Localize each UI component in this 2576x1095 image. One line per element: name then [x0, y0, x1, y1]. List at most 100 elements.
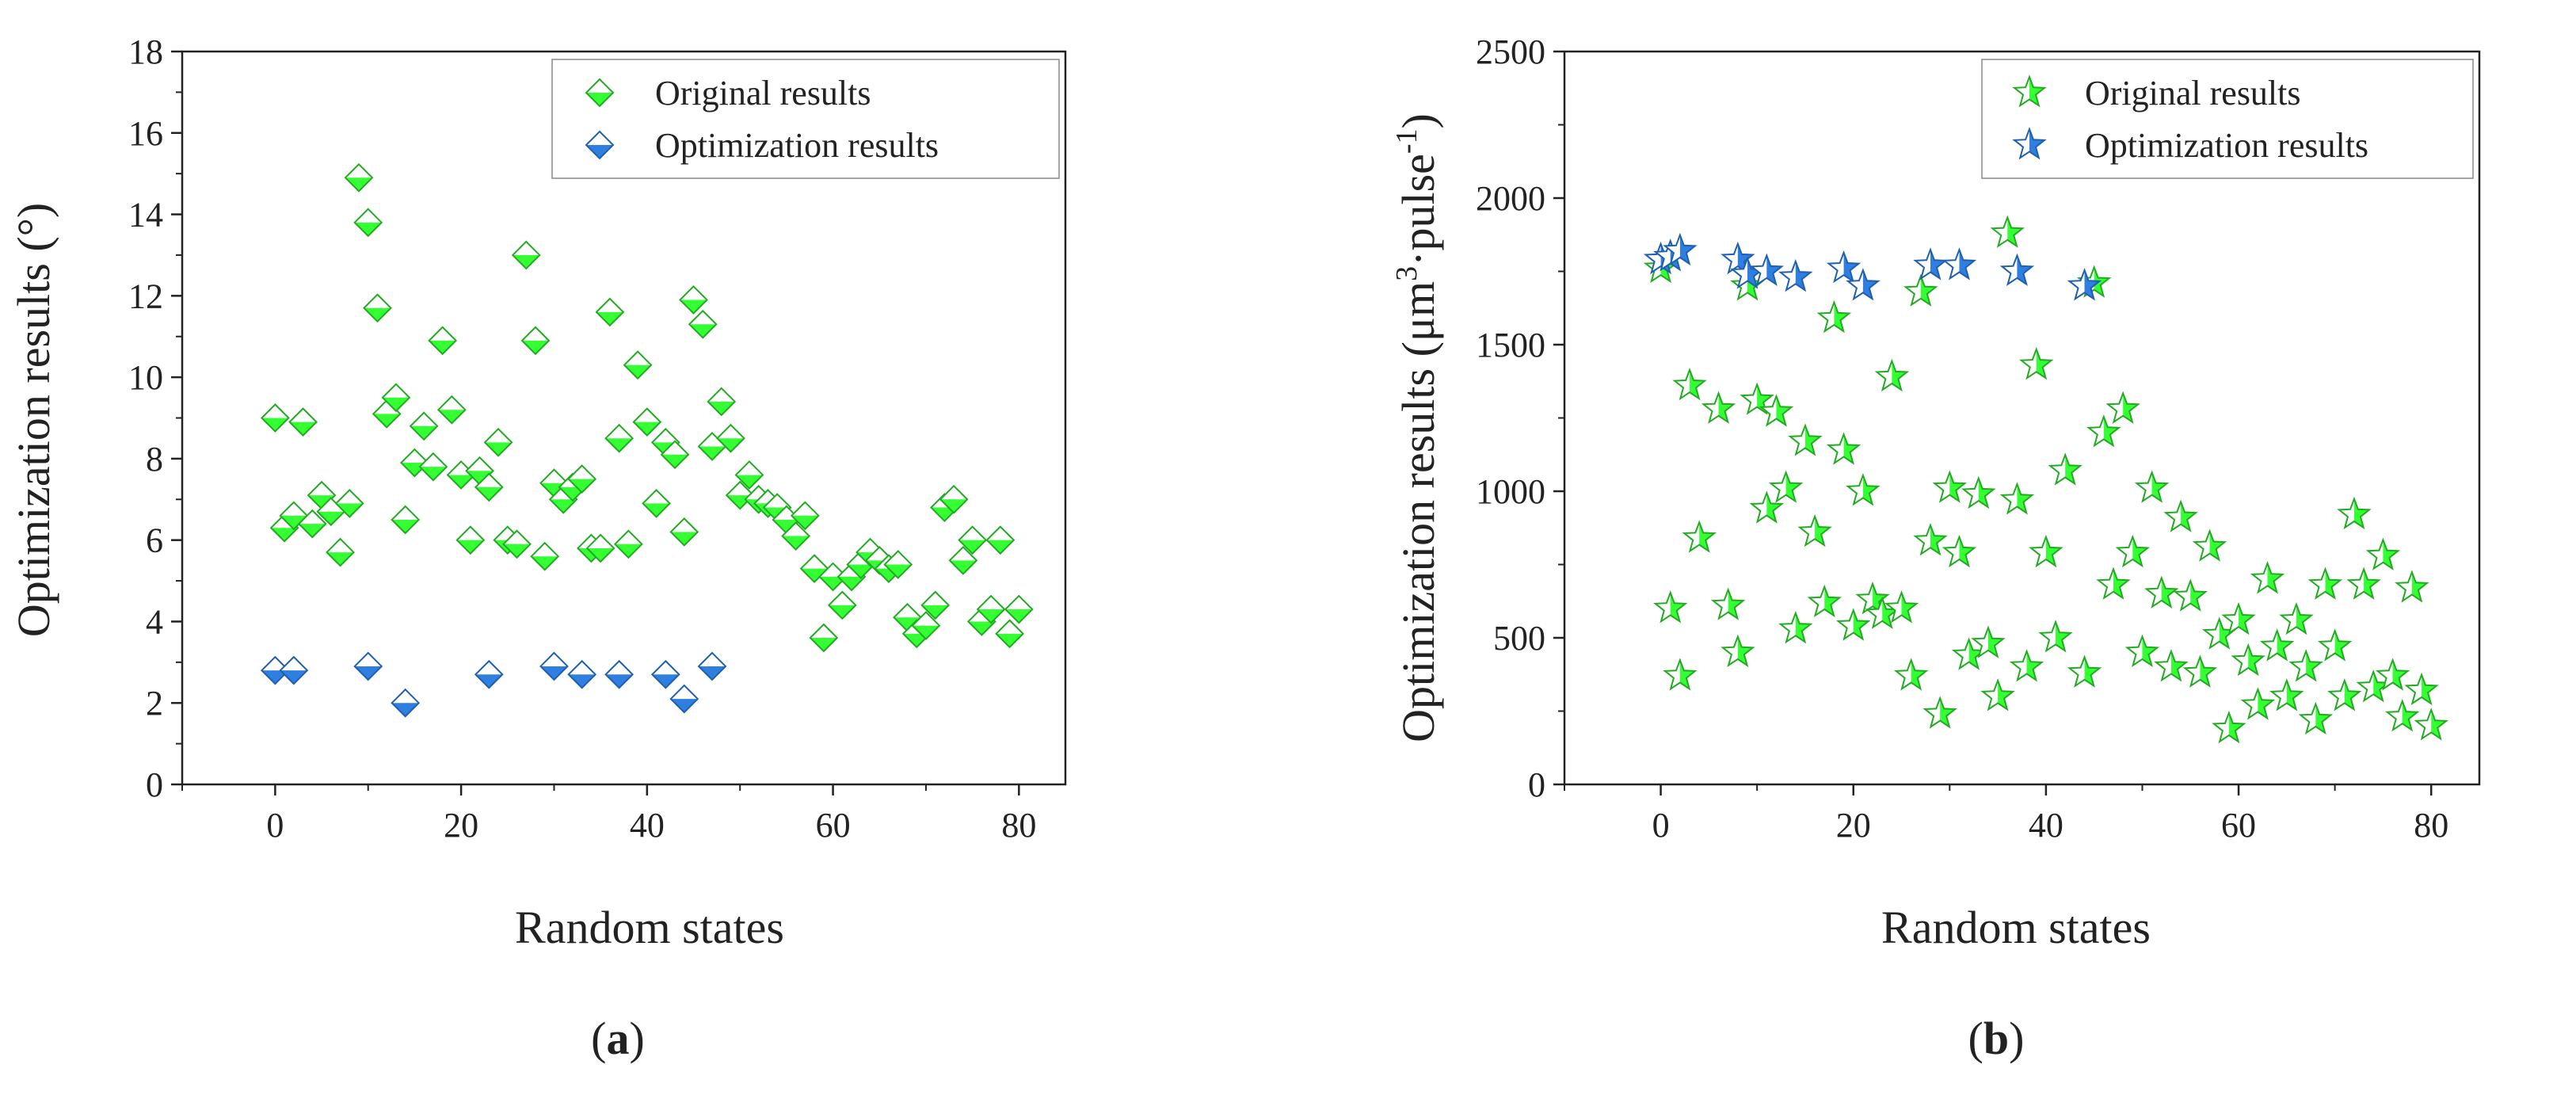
panel-b-original-point — [1788, 423, 1823, 456]
panel-a-original-point — [520, 326, 551, 356]
panel-b-optimization-point — [1663, 232, 1698, 266]
panel-a-original-point — [326, 537, 355, 567]
panel-b-original-point — [2279, 601, 2314, 635]
panel-b-original-point — [1768, 470, 1804, 503]
panel-a-x-tick-label: 20 — [444, 806, 478, 845]
panel-b-original-point — [1759, 394, 1794, 427]
panel-a-data-marks — [260, 162, 1034, 718]
panel-b-y-tick-label: 2000 — [1476, 179, 1545, 218]
panel-a-original-point — [688, 309, 718, 339]
panel-a-original-point — [809, 623, 839, 653]
panel-a-y-tick-label: 14 — [128, 196, 163, 235]
panel-b-legend-box — [1981, 59, 2474, 179]
panel-b-y-tick-label: 0 — [1528, 765, 1545, 804]
panel-a-axes: 0 20 40 60 80 0 2 4 6 8 10 12 14 16 18 — [128, 32, 1067, 845]
panel-b-original-point — [1999, 482, 2035, 515]
panel-b-axes: 0 20 40 60 80 0 500 1000 1500 2000 2500 — [1476, 32, 2481, 845]
panel-a-original-point — [530, 541, 560, 571]
panel-b-original-point — [2048, 452, 2083, 486]
panel-a-original-point — [455, 525, 486, 555]
panel-b-original-point — [2346, 567, 2381, 600]
panel-b-original-point — [2134, 470, 2170, 503]
panel-b-original-point — [2259, 628, 2295, 662]
panel-b-original-point — [2182, 654, 2218, 688]
panel-a-legend: Original results Optimization results — [551, 59, 1060, 179]
panel-a-original-point — [985, 525, 1016, 555]
panel-a-legend-box — [551, 59, 1060, 179]
panel-a-optimization-point — [474, 659, 504, 689]
panel-b-original-point — [2019, 347, 2054, 380]
panel-b-original-point — [1980, 678, 2015, 712]
panel-a-original-point — [567, 464, 597, 494]
panel-a-legend-marker — [585, 78, 615, 108]
panel-a-original-point — [995, 619, 1024, 649]
panel-b-original-point — [1855, 582, 1890, 615]
panel-b-original-point — [2317, 628, 2353, 662]
panel-b-original-point — [1971, 625, 2006, 658]
panel-b-original-point — [1807, 584, 1842, 618]
panel-b-original-point — [1653, 590, 1688, 624]
panel-a-original-point — [436, 395, 467, 425]
panel-b-original-point — [2144, 575, 2179, 609]
panel-b-optimization-point — [1749, 253, 1785, 286]
panel-b-original-point — [2375, 658, 2410, 691]
panel-a-y-tick-label: 2 — [146, 684, 163, 723]
panel-a-original-point — [958, 525, 988, 555]
panel-a-y-tick-label: 10 — [128, 358, 163, 397]
panel-b-original-point — [2288, 649, 2323, 682]
panel-b-optimization-point — [1826, 250, 1862, 284]
panel-b-original-point — [2212, 710, 2246, 744]
panel-a-optimization-point — [567, 659, 597, 689]
panel-a-original-point — [604, 423, 634, 453]
panel-a-original-point — [920, 590, 951, 620]
panel-b-optimization-point — [1778, 259, 1813, 292]
panel-b-original-point — [1740, 382, 1774, 415]
panel-a-original-point — [260, 403, 290, 433]
panel-a-y-tick-label: 6 — [146, 521, 163, 560]
panel-a-original-point — [707, 387, 737, 417]
panel-b-original-point — [2298, 701, 2334, 735]
panel-b-original-point — [2404, 672, 2439, 706]
panel-a-original-point — [669, 517, 699, 547]
panel-b-optimization-point — [1721, 241, 1755, 275]
panel-a-original-point — [483, 427, 513, 457]
panel-b-original-point — [2173, 578, 2208, 612]
panel-a-y-tick-label: 18 — [128, 32, 163, 71]
panel-a-original-point — [790, 501, 820, 531]
panel-b-y-tick-label: 1000 — [1476, 472, 1545, 511]
panel-a-original-point — [288, 407, 318, 437]
panel-b-original-point — [2038, 620, 2073, 653]
panel-b-original-point — [2269, 678, 2304, 712]
panel-a-original-point — [781, 521, 811, 551]
panel-a-caption-letter: a — [607, 1013, 630, 1064]
panel-a-original-point — [613, 529, 643, 559]
panel-b-original-point — [1682, 520, 1717, 553]
panel-a-caption: (a) — [591, 1013, 645, 1064]
panel-b-original-point — [2067, 654, 2102, 688]
panel-b-original-point — [1913, 523, 1948, 556]
panel-b-original-point — [1816, 300, 1852, 334]
panel-b-legend-marker — [2012, 74, 2047, 108]
panel-a-x-tick-label: 80 — [1001, 806, 1036, 845]
panel-a-original-point — [976, 594, 1006, 624]
panel-a-y-axis-label: Optimization results (°) — [8, 203, 59, 637]
panel-b-original-point — [1749, 490, 1785, 524]
panel-a-original-point — [381, 383, 411, 413]
panel-a-original-point — [474, 472, 504, 502]
panel-a-optimization-point — [650, 659, 680, 689]
panel-b-caption-letter: b — [1983, 1013, 2009, 1064]
panel-a-original-point — [911, 611, 941, 640]
panel-a-original-point — [939, 484, 969, 514]
panel-b-chart: 0 20 40 60 80 0 500 1000 1500 2000 2500 Original r… — [1390, 32, 2481, 1064]
panel-b-original-point — [2307, 567, 2343, 600]
panel-b-original-point — [1778, 611, 1813, 644]
panel-a-original-point — [632, 407, 662, 437]
panel-a-optimization-point — [669, 684, 699, 714]
panel-a-x-axis-label: Random states — [515, 902, 784, 953]
panel-b-x-tick-label: 0 — [1652, 806, 1670, 845]
panel-a-original-point — [279, 501, 309, 531]
panel-b-original-point — [2337, 496, 2372, 530]
panel-b-original-point — [1826, 432, 1862, 465]
panel-a-original-point — [363, 293, 392, 323]
